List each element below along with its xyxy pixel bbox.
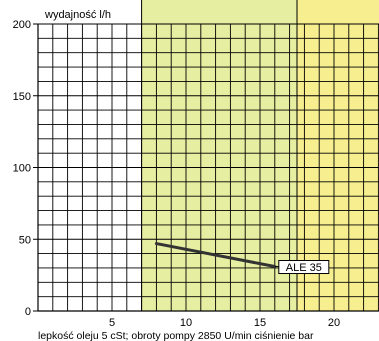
pressure-bands — [38, 0, 379, 311]
y-tick-label: 150 — [13, 91, 31, 103]
band-2 — [297, 0, 379, 311]
x-tick-label: 10 — [180, 317, 192, 329]
x-axis-label: lepkość oleju 5 cSt; obroty pompy 2850 U… — [38, 330, 314, 341]
y-axis-label: wydajność l/h — [44, 9, 111, 21]
x-tick-label: 15 — [254, 317, 266, 329]
y-tick-label: 0 — [25, 306, 31, 318]
x-tick-label: 5 — [109, 317, 115, 329]
x-tick-label: 20 — [328, 317, 340, 329]
series-label-box-0 — [278, 260, 330, 275]
series-label-0: ALE 35 — [286, 262, 322, 274]
band-0 — [38, 0, 142, 311]
y-tick-label: 200 — [13, 19, 31, 31]
y-tick-label: 50 — [19, 234, 31, 246]
tick-labels: 0 50 100 150 200 5 10 15 20 — [13, 19, 340, 329]
series-line-0 — [154, 242, 277, 269]
series-labels: ALE 35 — [274, 260, 330, 275]
y-tick-label: 100 — [13, 163, 31, 175]
axes — [33, 23, 379, 312]
band-1 — [141, 0, 297, 311]
series-lines — [154, 242, 277, 269]
